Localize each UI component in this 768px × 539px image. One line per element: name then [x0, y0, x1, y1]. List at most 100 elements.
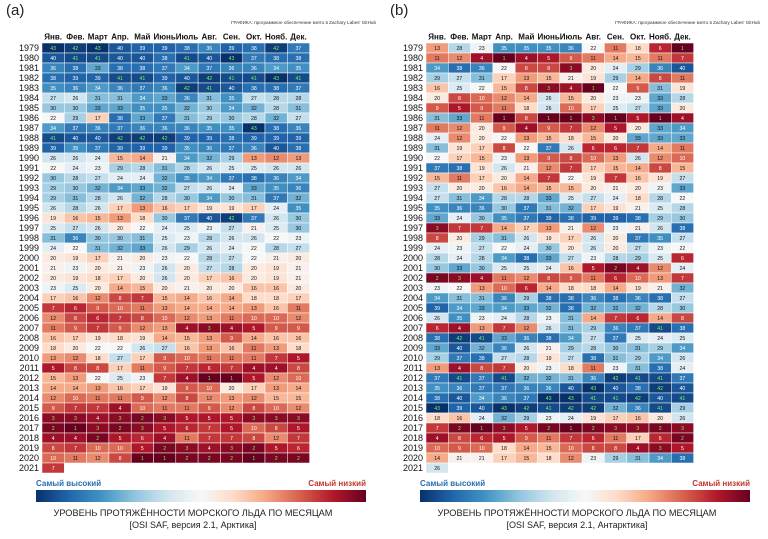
cell-value: 1 — [614, 116, 617, 122]
cell-value: 3 — [570, 66, 573, 72]
legend-high-label: Самый высокий — [36, 479, 102, 488]
cell-value: 26 — [139, 346, 145, 352]
cell-value: 22 — [273, 236, 279, 242]
cell-value: 42 — [184, 86, 190, 92]
cell-value: 22 — [501, 136, 507, 142]
cell-value: 13 — [434, 366, 440, 372]
cell-value: 4 — [480, 276, 483, 282]
cell-value: 26 — [273, 216, 279, 222]
cell-value: 31 — [434, 116, 440, 122]
cell-value: 29 — [523, 416, 529, 422]
cell-value: 10 — [95, 446, 101, 452]
cell-value: 39 — [162, 46, 168, 52]
cell-value: 8 — [458, 96, 461, 102]
cell-value: 23 — [546, 316, 552, 322]
cell-value: 36 — [523, 386, 529, 392]
cell-value: 15 — [546, 76, 552, 82]
cell-value: 29 — [434, 76, 440, 82]
cell-value: 10 — [117, 306, 123, 312]
cell-value: 26 — [568, 146, 574, 152]
cell-value: 10 — [479, 446, 485, 452]
heatmap-cell — [41, 462, 65, 474]
cell-value: 5 — [275, 446, 278, 452]
cell-value: 22 — [50, 166, 56, 172]
cell-value: 29 — [590, 326, 596, 332]
year-label: 1980 — [19, 53, 39, 63]
cell-value: 7 — [681, 56, 684, 62]
cell-value: 24 — [613, 196, 619, 202]
cell-value: 7 — [119, 316, 122, 322]
cell-value: 17 — [117, 366, 123, 372]
cell-value: 33 — [95, 106, 101, 112]
cell-value: 28 — [523, 196, 529, 202]
cell-value: 20 — [296, 256, 302, 262]
cell-value: 19 — [590, 176, 596, 182]
cell-value: 5 — [614, 126, 617, 132]
cell-value: 35 — [73, 146, 79, 152]
cell-value: 37 — [434, 376, 440, 382]
cell-value: 35 — [184, 176, 190, 182]
cell-value: 5 — [119, 436, 122, 442]
year-label: 1984 — [19, 93, 39, 103]
cell-value: 39 — [546, 216, 552, 222]
cell-value: 22 — [523, 146, 529, 152]
cell-value: 8 — [297, 366, 300, 372]
cell-value: 11 — [591, 56, 596, 62]
cell-value: 20 — [479, 126, 485, 132]
year-label: 1985 — [403, 103, 423, 113]
cell-value: 14 — [50, 386, 56, 392]
year-label: 2000 — [19, 253, 39, 263]
cell-value: 1 — [570, 426, 573, 432]
cell-value: 20 — [73, 346, 79, 352]
cell-value: 37 — [523, 396, 529, 402]
cell-value: 35 — [273, 186, 279, 192]
cell-value: 37 — [251, 56, 257, 62]
year-label: 1992 — [19, 173, 39, 183]
cell-value: 38 — [680, 456, 686, 462]
cell-value: 20 — [457, 186, 463, 192]
cell-value: 42 — [162, 136, 168, 142]
cell-value: 28 — [206, 236, 212, 242]
cell-value: 39 — [296, 136, 302, 142]
cell-value: 41 — [501, 376, 507, 382]
cell-value: 27 — [680, 176, 686, 182]
cell-value: 5 — [503, 436, 506, 442]
cell-value: 30 — [162, 216, 168, 222]
cell-value: 28 — [206, 256, 212, 262]
cell-value: 34 — [95, 86, 101, 92]
cell-value: 36 — [73, 86, 79, 92]
cell-value: 40 — [95, 136, 101, 142]
cell-value: 33 — [680, 186, 686, 192]
cell-value: 42 — [613, 376, 619, 382]
cell-value: 36 — [251, 66, 257, 72]
cell-value: 42 — [206, 76, 212, 82]
cell-value: 34 — [184, 156, 190, 162]
cell-value: 36 — [206, 146, 212, 152]
cell-value: 12 — [546, 166, 552, 172]
month-label: Май — [518, 33, 534, 42]
cell-value: 12 — [229, 406, 235, 412]
cell-value: 10 — [50, 456, 56, 462]
cell-value: 38 — [657, 296, 663, 302]
cell-value: 26 — [635, 156, 641, 162]
cell-value: 23 — [184, 236, 190, 242]
cell-value: 20 — [635, 186, 641, 192]
cell-value: 10 — [568, 446, 574, 452]
cell-value: 35 — [184, 146, 190, 152]
cell-value: 28 — [273, 246, 279, 252]
year-label: 2009 — [403, 343, 423, 353]
year-label: 1986 — [19, 113, 39, 123]
cell-value: 2 — [163, 446, 166, 452]
cell-value: 36 — [117, 86, 123, 92]
cell-value: 16 — [273, 286, 279, 292]
cell-value: 13 — [50, 356, 56, 362]
year-label: 1988 — [19, 133, 39, 143]
cell-value: 14 — [229, 306, 235, 312]
cell-value: 18 — [568, 136, 574, 142]
cell-value: 36 — [296, 126, 302, 132]
cell-value: 29 — [613, 76, 619, 82]
cell-value: 6 — [141, 436, 144, 442]
cell-value: 29 — [635, 356, 641, 362]
cell-value: 16 — [273, 306, 279, 312]
year-label: 1988 — [403, 133, 423, 143]
